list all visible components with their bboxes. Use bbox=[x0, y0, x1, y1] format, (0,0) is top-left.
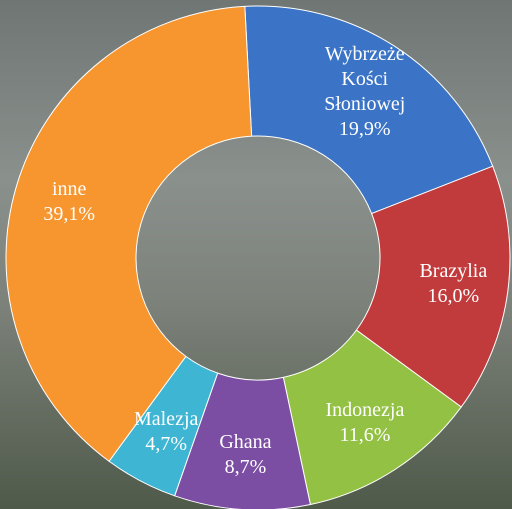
slice-name: Brazylia bbox=[378, 259, 512, 284]
slice-name: Wybrzeże Kości Słoniowej bbox=[310, 42, 420, 117]
slice-name: Indonezja bbox=[290, 398, 440, 423]
slice-value: 16,0% bbox=[378, 284, 512, 309]
slice-name: Malezja bbox=[91, 407, 241, 432]
slice-value: 4,7% bbox=[91, 432, 241, 457]
chart: Wybrzeże Kości Słoniowej19,9% Brazylia16,… bbox=[0, 0, 512, 509]
slice-value: 8,7% bbox=[170, 455, 320, 480]
slice-name: inne bbox=[0, 177, 144, 202]
slice-value: 19,9% bbox=[290, 117, 440, 142]
slice-value: 39,1% bbox=[0, 202, 144, 227]
